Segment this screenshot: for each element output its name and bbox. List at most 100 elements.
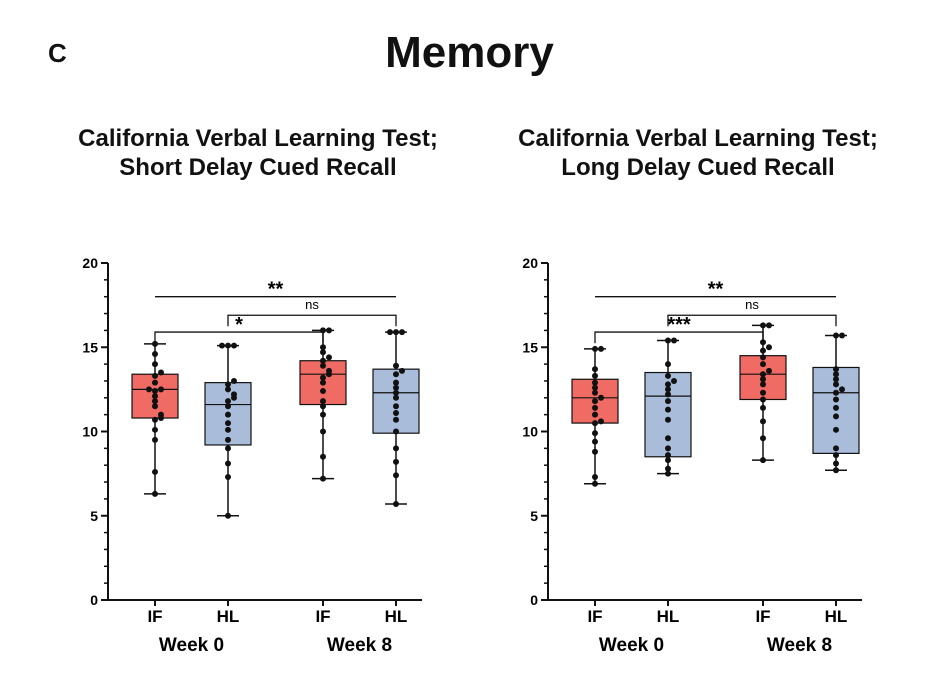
data-point	[592, 438, 598, 445]
data-point	[592, 448, 598, 455]
significance-label: ns	[745, 297, 759, 312]
x-group-label: Week 8	[327, 635, 392, 656]
data-point	[320, 388, 326, 395]
data-point	[833, 452, 839, 459]
data-point	[833, 371, 839, 378]
data-point	[833, 413, 839, 420]
data-point	[225, 436, 231, 443]
data-point	[760, 396, 766, 403]
data-point	[665, 445, 671, 452]
data-point	[158, 369, 164, 376]
data-point	[320, 411, 326, 418]
x-group-label: Week 8	[767, 635, 832, 656]
data-point	[320, 453, 326, 460]
data-point	[592, 398, 598, 405]
data-point	[592, 473, 598, 480]
y-tick-label: 0	[90, 592, 98, 608]
data-point	[393, 458, 399, 465]
data-point	[665, 416, 671, 423]
y-tick-label: 10	[82, 424, 98, 440]
data-point	[231, 391, 237, 398]
y-tick-label: 20	[82, 255, 98, 271]
data-point	[320, 379, 326, 386]
y-tick-label: 10	[522, 424, 538, 440]
data-point	[152, 388, 158, 395]
data-point	[231, 377, 237, 384]
data-point	[152, 426, 158, 433]
data-point	[231, 342, 237, 349]
x-tick-label: IF	[587, 607, 602, 626]
y-tick-label: 15	[82, 339, 98, 355]
data-point	[592, 404, 598, 411]
data-point	[393, 428, 399, 435]
x-group-label: Week 0	[599, 635, 664, 656]
y-tick-label: 5	[530, 508, 538, 524]
data-point	[760, 404, 766, 411]
chart-title-line-1: California Verbal Learning Test;	[518, 125, 878, 152]
data-point	[665, 372, 671, 379]
data-point	[833, 426, 839, 433]
data-point	[320, 398, 326, 405]
data-point	[760, 376, 766, 383]
data-point	[833, 332, 839, 339]
data-point	[225, 381, 231, 388]
data-point	[225, 512, 231, 519]
data-point	[760, 371, 766, 378]
data-point	[833, 396, 839, 403]
data-point	[320, 475, 326, 482]
significance-bracket	[594, 331, 764, 344]
data-point	[399, 367, 405, 374]
box-hl	[372, 368, 420, 434]
data-point	[393, 371, 399, 378]
data-point	[393, 362, 399, 369]
data-point	[766, 367, 772, 374]
data-point	[839, 386, 845, 393]
data-point	[665, 435, 671, 442]
data-point	[760, 389, 766, 396]
data-point	[760, 435, 766, 442]
data-point	[760, 347, 766, 354]
data-point	[393, 394, 399, 401]
data-point	[387, 329, 393, 336]
significance-bracket	[227, 314, 397, 327]
data-point	[592, 379, 598, 386]
x-tick-label: IF	[755, 607, 770, 626]
data-point	[399, 329, 405, 336]
data-point	[393, 403, 399, 410]
x-group-label: Week 0	[159, 635, 224, 656]
data-point	[592, 366, 598, 373]
chart-title-long-delay: California Verbal Learning Test; Long De…	[478, 124, 918, 182]
data-point	[592, 389, 598, 396]
data-point	[152, 379, 158, 386]
data-point	[592, 480, 598, 487]
data-point	[760, 361, 766, 368]
chart-title-line-1: California Verbal Learning Test;	[78, 125, 438, 152]
x-tick-label: HL	[825, 607, 848, 626]
data-point	[152, 372, 158, 379]
chart-title-line-2: Long Delay Cued Recall	[561, 154, 835, 181]
data-point	[598, 418, 604, 425]
data-point	[393, 379, 399, 386]
data-point	[760, 381, 766, 388]
data-point	[152, 361, 158, 368]
data-point	[833, 467, 839, 474]
data-point	[225, 473, 231, 480]
significance-label: **	[708, 279, 724, 301]
data-point	[225, 342, 231, 349]
data-point	[598, 394, 604, 401]
data-point	[592, 411, 598, 418]
box-plot-short-delay: 0 5 10 15 20 IF HL IF HL Week 0 Week 8 ** ns *	[82, 255, 422, 656]
significance-label: ***	[667, 314, 691, 336]
data-point	[146, 386, 152, 393]
data-point	[225, 426, 231, 433]
data-point	[393, 384, 399, 391]
data-point	[152, 398, 158, 405]
y-tick-label: 20	[522, 255, 538, 271]
data-point	[766, 322, 772, 329]
data-point	[592, 430, 598, 437]
x-tick-label: HL	[385, 607, 408, 626]
data-point	[833, 460, 839, 467]
data-point	[152, 350, 158, 357]
data-point	[326, 354, 332, 361]
data-point	[225, 398, 231, 405]
